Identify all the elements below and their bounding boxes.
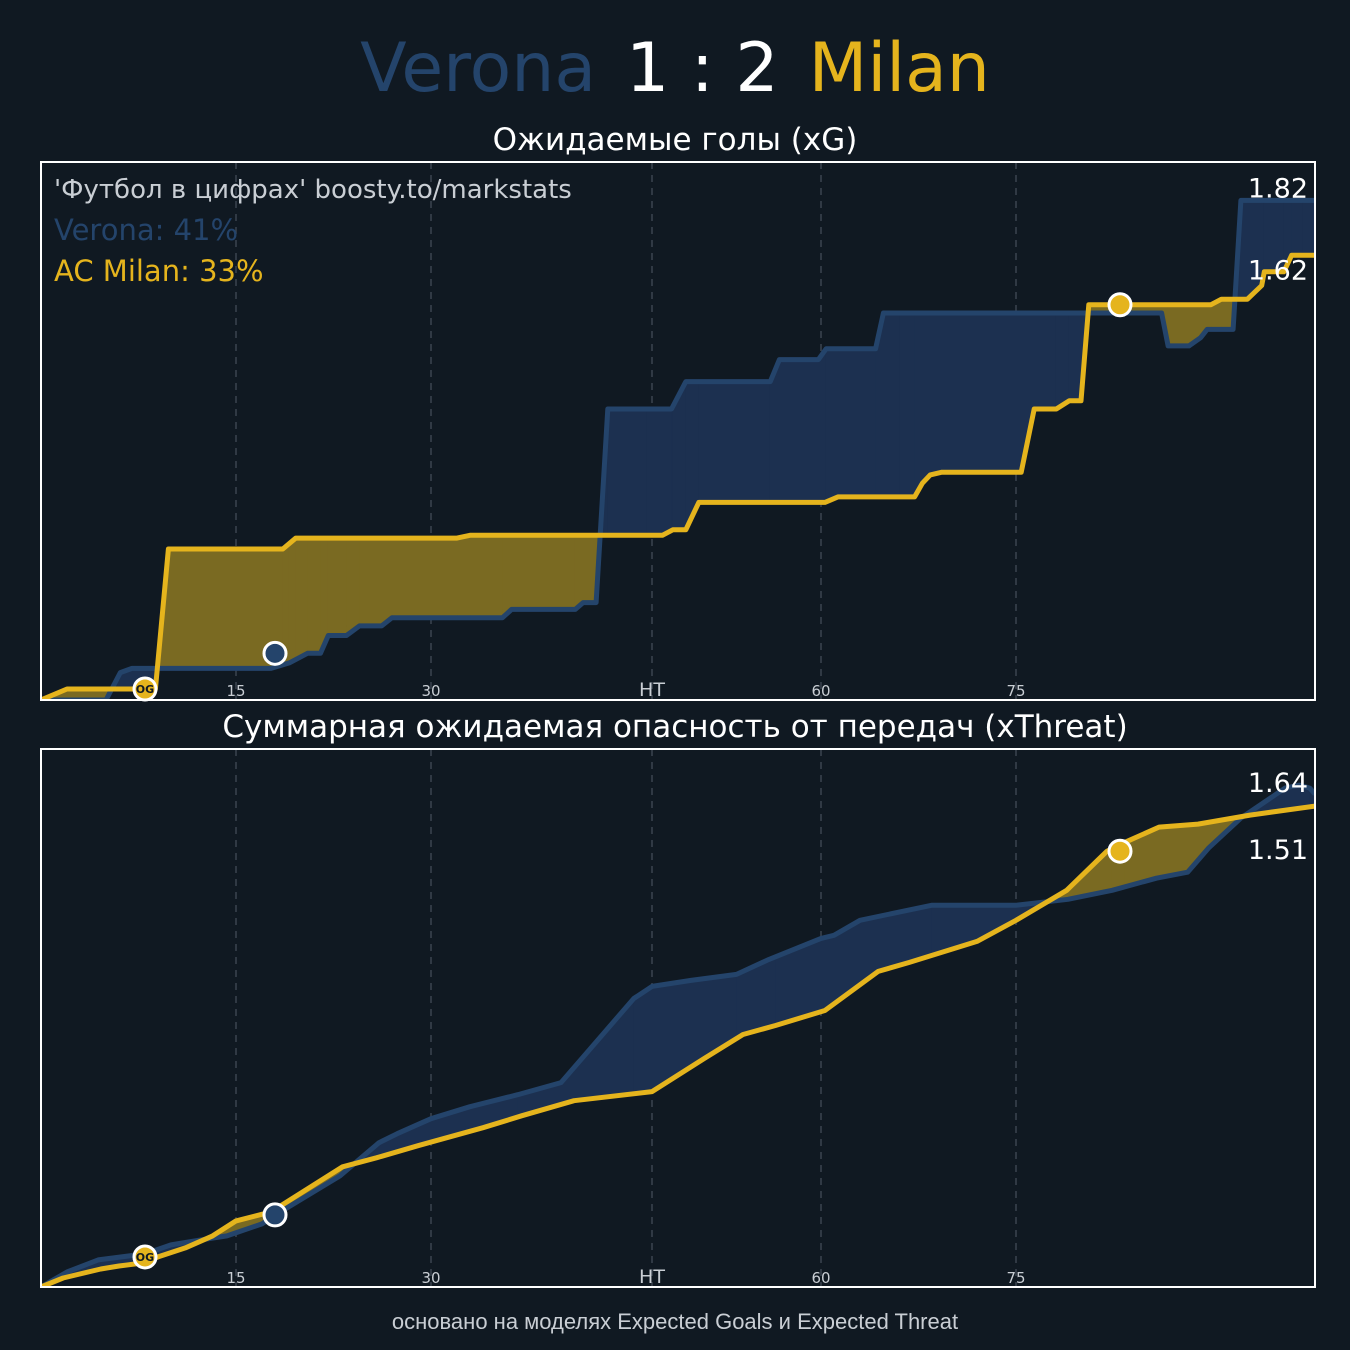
- xg-line-milan: [41, 252, 1315, 700]
- xg-difference-area: [929, 312, 943, 476]
- xg-difference-area: [914, 312, 923, 499]
- away-team-name: Milan: [808, 29, 990, 108]
- legend-entry-home: Verona: 41%: [54, 213, 238, 247]
- xg-difference-area: [899, 312, 915, 498]
- xg-difference-area: [1033, 312, 1057, 410]
- xg-plot-area: [41, 162, 1315, 700]
- xg-final-value-label: 1.82: [1248, 173, 1308, 204]
- xg-difference-area: [922, 312, 931, 485]
- home-team-name: Verona: [360, 29, 596, 108]
- xg-difference-area: [511, 534, 576, 610]
- footer-note: основано на моделях Expected Goals и Exp…: [391, 1309, 959, 1334]
- xg-own-goal-marker: [132, 676, 158, 702]
- xg-tick-label: 75: [1006, 682, 1025, 700]
- xg-difference-area: [346, 537, 360, 637]
- xg-difference-area: [779, 359, 819, 503]
- xg-difference-area: [883, 312, 901, 498]
- xg-chart-title: Ожидаемые голы (xG): [492, 122, 858, 158]
- xg-difference-area: [1068, 312, 1082, 402]
- xg-difference-area: [295, 537, 308, 661]
- xg-tick-label: 60: [811, 682, 830, 700]
- xg-difference-area: [818, 349, 826, 503]
- xg-difference-area: [607, 408, 648, 536]
- xg-difference-area: [327, 537, 347, 636]
- match-score-header: Verona 1 : 2 Milan: [0, 28, 1350, 110]
- xg-frame: [40, 161, 1316, 701]
- xg-line-verona: [41, 197, 1315, 700]
- xg-difference-area: [359, 537, 383, 627]
- xg-difference-area: [167, 548, 272, 669]
- xg-difference-area: [381, 537, 393, 627]
- xg-difference-area: [1206, 304, 1212, 330]
- xg-goal-marker: [262, 640, 288, 666]
- match-score: 1 : 2: [626, 29, 779, 108]
- xg-tick-label: HT: [639, 679, 665, 701]
- xg-difference-area: [391, 537, 458, 619]
- xg-difference-area: [837, 348, 876, 498]
- xg-difference-area: [456, 534, 471, 619]
- xg-tick-label: 30: [421, 682, 440, 700]
- xg-difference-area: [941, 312, 1022, 473]
- xthreat-chart-title: Суммарная ожидаемая опасность от передач…: [222, 709, 1128, 745]
- xg-difference-area: [646, 408, 663, 536]
- xg-difference-area: [307, 537, 321, 654]
- watermark-text: 'Футбол в цифрах' boosty.to/markstats: [54, 175, 572, 205]
- xg-difference-area: [1291, 200, 1304, 256]
- xg-difference-area: [502, 534, 513, 619]
- xg-difference-area: [469, 534, 503, 619]
- xg-difference-area: [574, 534, 584, 611]
- legend-entry-away: AC Milan: 33%: [54, 254, 264, 288]
- xg-difference-area: [1055, 312, 1070, 410]
- xg-difference-area: [698, 381, 771, 503]
- xg-goal-marker: [1107, 292, 1133, 318]
- xg-final-value-label: 1.62: [1248, 255, 1308, 286]
- xg-difference-area: [662, 408, 672, 536]
- xg-tick-label: 15: [226, 682, 245, 700]
- xg-difference-area: [1167, 304, 1190, 347]
- xg-difference-area: [288, 537, 297, 664]
- xg-difference-area: [825, 348, 839, 503]
- xg-difference-area: [1302, 200, 1315, 256]
- xg-difference-area: [582, 534, 597, 603]
- xg-own-goal-label: OG: [136, 683, 154, 696]
